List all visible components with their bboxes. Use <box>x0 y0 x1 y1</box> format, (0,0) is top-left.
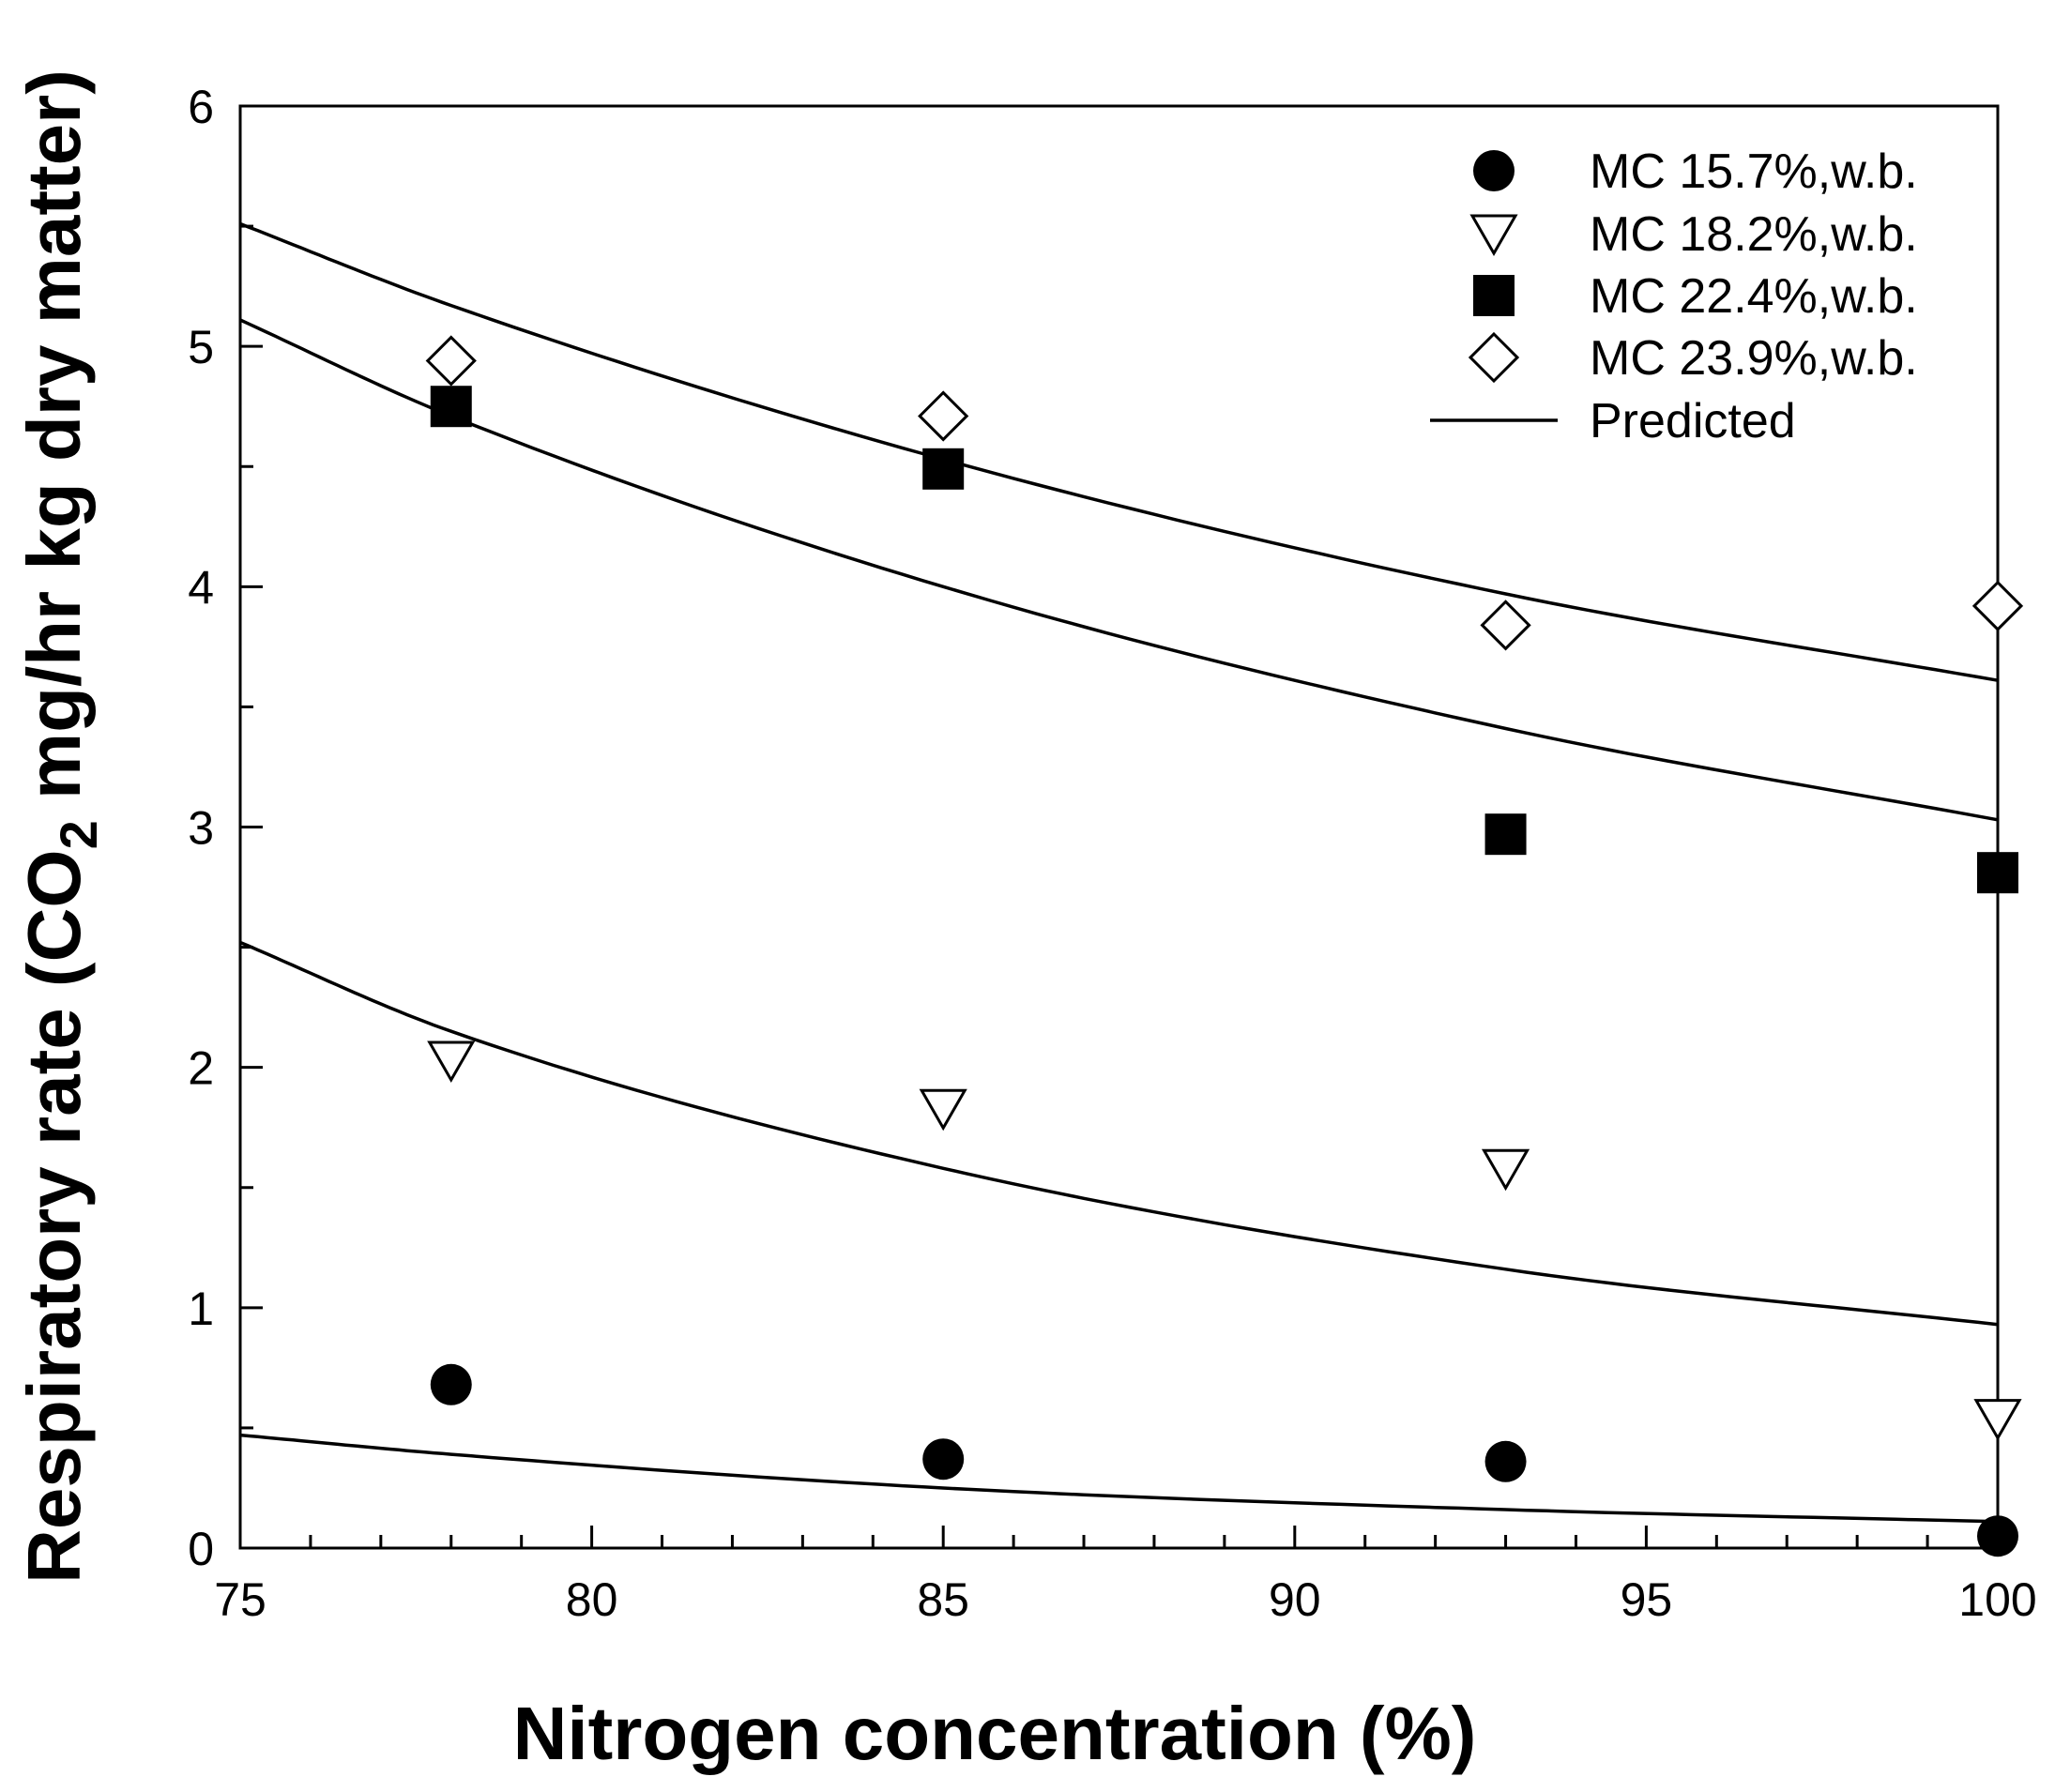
legend-label: MC 18.2%,w.b. <box>1590 207 1918 262</box>
data-point <box>918 390 969 442</box>
legend-marker <box>1473 150 1515 191</box>
data-point <box>1977 1515 2018 1557</box>
legend-label: Predicted <box>1590 394 1796 448</box>
legend-label: MC 23.9%,w.b. <box>1590 331 1918 386</box>
legend: MC 15.7%,w.b. MC 18.2%,w.b. MC 22.4%,w.b. M… <box>1430 144 1918 448</box>
legend-label: MC 15.7%,w.b. <box>1590 144 1918 199</box>
x-tick-label: 100 <box>1958 1573 2036 1626</box>
data-point <box>425 335 477 387</box>
data-point <box>1480 600 1531 651</box>
y-axis-title-prefix: Respiratory rate (CO <box>12 849 96 1583</box>
y-tick-label: 5 <box>188 321 214 373</box>
data-point <box>919 1088 967 1131</box>
data-point <box>430 1363 472 1405</box>
y-axis-title-suffix: mg/hr kg dry matter) <box>12 69 96 820</box>
x-tick-label: 95 <box>1621 1573 1673 1626</box>
data-point <box>1484 1440 1527 1482</box>
legend-marker <box>1473 275 1515 316</box>
data-point <box>1973 1399 2022 1441</box>
predicted-curve <box>239 1433 1999 1524</box>
data-point <box>1971 580 2024 631</box>
data-point <box>922 1438 965 1481</box>
y-tick-label: 1 <box>188 1283 214 1335</box>
predicted-curve <box>239 318 1999 822</box>
y-tick-label: 3 <box>188 802 214 855</box>
data-point <box>1977 852 2018 894</box>
y-axis-title: Respiratory rate (CO2 mg/hr kg dry matte… <box>12 69 108 1584</box>
x-tick-label: 85 <box>917 1573 969 1626</box>
x-axis-title: Nitrogen concentration (%) <box>513 1692 1477 1775</box>
x-tick-label: 80 <box>566 1573 618 1626</box>
legend-marker <box>1469 214 1518 257</box>
x-tick-label: 75 <box>214 1573 266 1626</box>
y-tick-label: 0 <box>188 1523 214 1575</box>
y-tick-label: 6 <box>188 81 214 133</box>
data-point <box>1484 813 1527 856</box>
data-points <box>425 335 2024 1557</box>
legend-marker <box>1468 331 1520 384</box>
predicted-curve <box>239 940 1999 1327</box>
data-point <box>1481 1148 1530 1192</box>
y-axis-title-subscript: 2 <box>49 820 108 849</box>
legend-label: MC 22.4%,w.b. <box>1590 269 1918 324</box>
x-tick-label: 90 <box>1269 1573 1321 1626</box>
data-point <box>427 1040 476 1083</box>
data-point <box>430 386 472 428</box>
y-tick-label: 4 <box>188 561 214 614</box>
axis-ticks: 75 80 85 90 95 100 0 1 2 3 4 5 6 <box>188 81 2037 1626</box>
data-point <box>922 448 965 490</box>
y-tick-label: 2 <box>188 1042 214 1095</box>
